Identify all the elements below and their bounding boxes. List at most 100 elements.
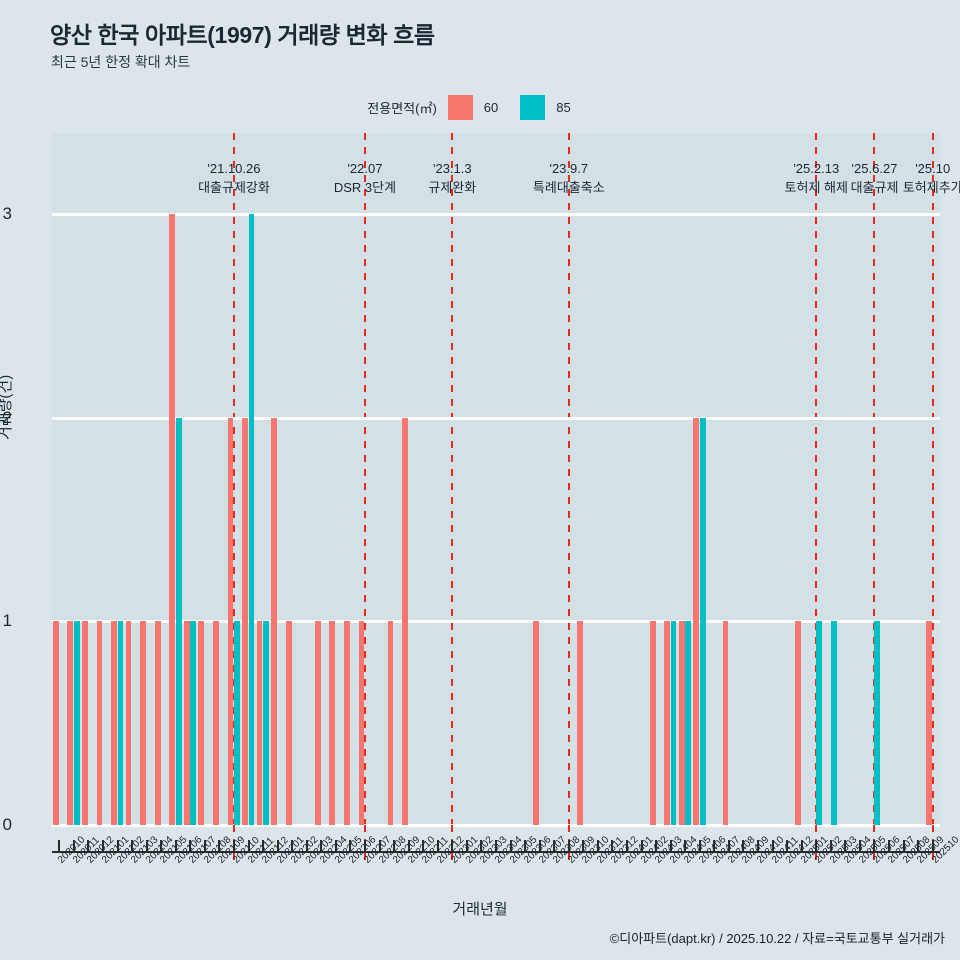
annotation-label-202301: '23.1.3 규제완화 [428, 160, 476, 198]
annotation-label-202207: '22.07 DSR 3단계 [334, 160, 396, 198]
legend-item-85[interactable]: 85 [520, 95, 586, 120]
bar-202111-85[interactable] [248, 214, 255, 825]
annotation-label-202309: '23.9.7 특례대출축소 [533, 160, 605, 198]
x-tick-202310 [582, 840, 585, 851]
x-tick-202501 [800, 840, 803, 851]
x-tick-202504 [844, 840, 847, 851]
x-tick-202210 [407, 840, 410, 851]
x-tick-202109 [218, 840, 221, 851]
x-tick-202404 [669, 840, 672, 851]
bar-202110-85[interactable] [233, 621, 240, 825]
x-tick-202505 [858, 840, 861, 851]
bar-202111-60[interactable] [242, 417, 248, 825]
x-tick-202205 [334, 840, 337, 851]
annotation-text-202207: DSR 3단계 [333, 179, 397, 195]
bar-202404-85[interactable] [670, 621, 677, 825]
bar-202506-85[interactable] [874, 621, 881, 825]
x-tick-202510 [931, 840, 934, 851]
x-tick-202105 [160, 840, 163, 851]
bar-202011-60[interactable] [67, 621, 74, 825]
x-axis-title: 거래년월 [452, 901, 508, 918]
x-tick-202212 [436, 840, 439, 851]
bar-202408-60[interactable] [722, 621, 729, 825]
bar-202106-85[interactable] [175, 417, 182, 825]
bar-202403-60[interactable] [649, 621, 656, 825]
bar-202202-60[interactable] [285, 621, 292, 825]
x-tick-202201 [276, 840, 279, 851]
x-tick-202309 [567, 840, 570, 851]
bar-202405-60[interactable] [678, 621, 685, 825]
annotation-line-202309 [567, 133, 570, 825]
bar-202112-60[interactable] [256, 621, 263, 825]
legend-item-60[interactable]: 60 [447, 95, 514, 120]
bar-202105-60[interactable] [154, 621, 161, 825]
bar-202104-60[interactable] [140, 621, 146, 825]
legend-swatch-85 [520, 95, 546, 120]
x-tick-202204 [320, 840, 323, 851]
bar-202112-85[interactable] [263, 621, 269, 825]
annotation-label-202502: '25.2.13 토허제 해제 [785, 160, 848, 198]
annotation-label-202110: '21.10.26 대출규제강화 [198, 160, 270, 198]
annotation-line-202207 [363, 133, 366, 825]
footer-note: ©디아파트(dapt.kr) / 2025.10.22 / 자료=국토교통부 실… [609, 931, 945, 946]
bar-202210-60[interactable] [402, 417, 409, 825]
annotation-line-202510 [931, 133, 934, 825]
bar-202010-60[interactable] [52, 621, 59, 825]
annotation-text-202309: 특례대출축소 [532, 179, 605, 195]
x-tick-202502 [815, 840, 818, 851]
bar-202204-60[interactable] [314, 621, 321, 825]
annotation-line-202502 [815, 133, 818, 825]
annotation-date-202301: '23.1.3 [432, 161, 472, 176]
bar-202106-60[interactable] [169, 214, 176, 825]
annotation-date-202510: '25.10 [915, 161, 951, 176]
annotation-lines [52, 133, 940, 825]
bar-202012-60[interactable] [81, 621, 88, 825]
gridline-1 [52, 620, 940, 624]
bar-202110-60[interactable] [227, 417, 234, 825]
x-tick-202407 [713, 840, 716, 851]
bar-202103-60[interactable] [125, 621, 132, 825]
page-title: 양산 한국 아파트(1997) 거래량 변화 흐름 [50, 22, 435, 48]
x-tick-202409 [742, 840, 745, 851]
bar-202501-60[interactable] [795, 621, 802, 825]
bar-202406-60[interactable] [693, 417, 700, 825]
bar-202404-60[interactable] [664, 621, 671, 825]
x-tick-202312 [611, 840, 614, 851]
bar-202206-60[interactable] [344, 621, 350, 825]
y-tick-label-0: 0 [2, 815, 12, 834]
bar-202406-85[interactable] [699, 417, 706, 825]
bar-202510-60[interactable] [926, 621, 933, 825]
bar-202102-85[interactable] [117, 621, 124, 825]
bar-202109-60[interactable] [213, 621, 219, 825]
bar-202201-60[interactable] [271, 417, 278, 825]
bar-202107-60[interactable] [183, 621, 190, 825]
bar-202107-85[interactable] [190, 621, 197, 825]
bar-202101-60[interactable] [96, 621, 103, 825]
y-tick-label-3: 3 [2, 204, 12, 223]
bar-202207-60[interactable] [358, 621, 365, 825]
bar-202102-60[interactable] [111, 621, 117, 825]
x-tick-202112 [262, 840, 265, 851]
legend-swatch-60 [447, 95, 473, 120]
bar-202209-60[interactable] [387, 621, 394, 825]
x-tick-202503 [829, 840, 832, 851]
bar-202108-60[interactable] [198, 621, 205, 825]
annotation-text-202510: 토허제추가 [902, 179, 960, 195]
bar-202310-60[interactable] [576, 621, 583, 825]
annotation-label-202510: '25.10 토허제추가 [903, 160, 960, 198]
x-tick-202209 [393, 840, 396, 851]
bar-202307-60[interactable] [533, 621, 540, 825]
bar-202405-85[interactable] [685, 621, 692, 825]
bar-202011-85[interactable] [73, 621, 80, 825]
bar-202205-60[interactable] [329, 621, 336, 825]
x-tick-202010 [58, 840, 61, 851]
x-tick-202207 [363, 840, 366, 851]
bar-202502-85[interactable] [816, 621, 823, 825]
y-axis-title: 거래량(건) [0, 374, 14, 440]
bars [52, 133, 940, 825]
bar-202503-85[interactable] [830, 621, 837, 825]
gridline-2 [52, 416, 940, 420]
legend: 전용면적(㎡) 60 85 [0, 95, 960, 120]
x-tick-202410 [757, 840, 760, 851]
legend-label-85: 85 [556, 100, 571, 115]
